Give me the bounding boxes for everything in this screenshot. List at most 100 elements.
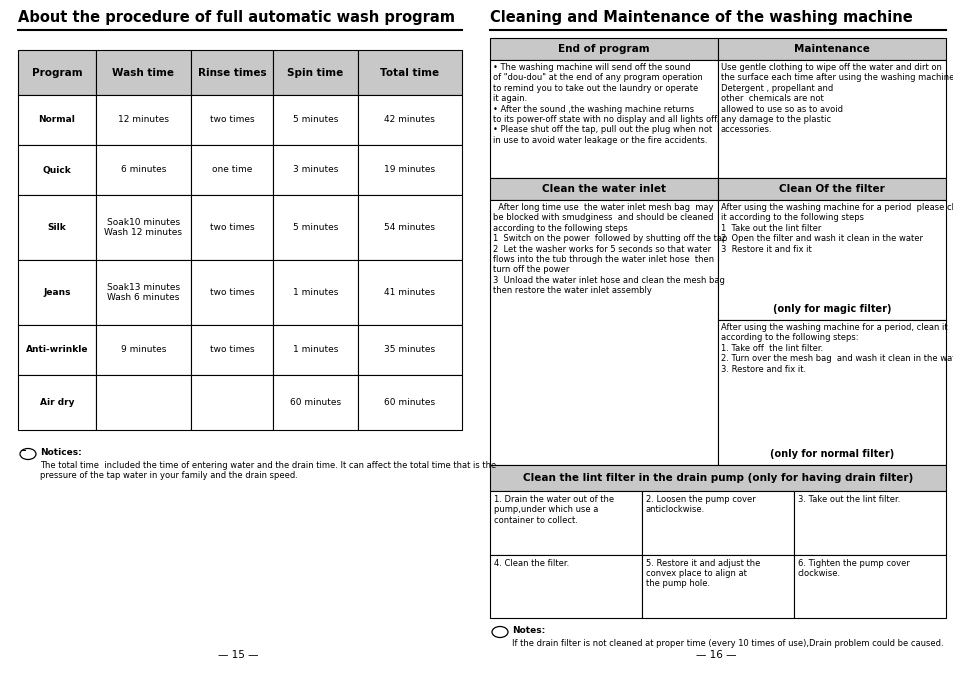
Text: Quick: Quick: [43, 165, 71, 175]
Text: Anti-wrinkle: Anti-wrinkle: [26, 346, 88, 354]
Text: 3. Take out the lint filter.: 3. Take out the lint filter.: [797, 495, 900, 504]
Bar: [191, 50, 273, 95]
Bar: [718, 38, 945, 60]
Text: • The washing machine will send off the sound
of "dou-dou" at the end of any pro: • The washing machine will send off the …: [493, 63, 719, 145]
Text: Rinse times: Rinse times: [197, 68, 266, 78]
Bar: [490, 465, 945, 491]
Bar: [357, 145, 461, 195]
Text: 9 minutes: 9 minutes: [121, 346, 166, 354]
Bar: [490, 554, 641, 618]
Text: one time: one time: [212, 165, 253, 175]
Bar: [191, 325, 273, 375]
Text: two times: two times: [210, 346, 254, 354]
Text: 6. Tighten the pump cover
clockwise.: 6. Tighten the pump cover clockwise.: [797, 558, 909, 578]
Bar: [793, 554, 945, 618]
Bar: [18, 50, 95, 95]
Bar: [18, 375, 95, 430]
Text: Cleaning and Maintenance of the washing machine: Cleaning and Maintenance of the washing …: [490, 10, 912, 25]
Text: (only for magic filter): (only for magic filter): [772, 304, 890, 314]
Text: 1 minutes: 1 minutes: [293, 346, 337, 354]
Text: If the drain filter is not cleaned at proper time (every 10 times of use),Drain : If the drain filter is not cleaned at pr…: [512, 639, 943, 648]
Text: Maintenance: Maintenance: [793, 44, 869, 54]
Text: Normal: Normal: [38, 115, 75, 124]
Text: After using the washing machine for a period  please clean
it according to the f: After using the washing machine for a pe…: [720, 203, 953, 254]
Text: 5 minutes: 5 minutes: [293, 115, 337, 124]
Bar: [357, 50, 461, 95]
Text: The total time  included the time of entering water and the drain time. It can a: The total time included the time of ente…: [40, 461, 496, 481]
Bar: [95, 95, 191, 145]
Text: Use gentle clothing to wipe off the water and dirt on
the surface each time afte: Use gentle clothing to wipe off the wate…: [720, 63, 953, 134]
Text: 35 minutes: 35 minutes: [384, 346, 435, 354]
Bar: [273, 325, 357, 375]
Bar: [18, 195, 95, 260]
Bar: [18, 325, 95, 375]
Text: (only for normal filter): (only for normal filter): [769, 449, 893, 459]
Bar: [18, 145, 95, 195]
Bar: [95, 50, 191, 95]
Bar: [357, 95, 461, 145]
Bar: [273, 145, 357, 195]
Bar: [95, 260, 191, 325]
Text: — 16 —: — 16 —: [695, 650, 736, 660]
Text: Notices:: Notices:: [40, 448, 82, 457]
Bar: [95, 195, 191, 260]
Text: Wash time: Wash time: [112, 68, 174, 78]
Bar: [191, 195, 273, 260]
Bar: [357, 375, 461, 430]
Text: 60 minutes: 60 minutes: [290, 398, 340, 407]
Bar: [191, 95, 273, 145]
Bar: [490, 60, 718, 178]
Bar: [490, 200, 718, 465]
Text: Notes:: Notes:: [512, 626, 545, 635]
Bar: [490, 491, 641, 554]
Text: 41 minutes: 41 minutes: [384, 288, 435, 297]
Text: 3 minutes: 3 minutes: [293, 165, 337, 175]
Bar: [273, 50, 357, 95]
Text: Soak10 minutes
Wash 12 minutes: Soak10 minutes Wash 12 minutes: [104, 218, 182, 237]
Bar: [191, 145, 273, 195]
Text: Clean the lint filter in the drain pump (only for having drain filter): Clean the lint filter in the drain pump …: [522, 473, 912, 483]
Text: Jeans: Jeans: [43, 288, 71, 297]
Bar: [273, 95, 357, 145]
Text: 54 minutes: 54 minutes: [384, 223, 435, 232]
Text: Soak13 minutes
Wash 6 minutes: Soak13 minutes Wash 6 minutes: [107, 283, 180, 302]
Bar: [490, 178, 718, 200]
Bar: [357, 195, 461, 260]
Text: two times: two times: [210, 223, 254, 232]
Text: Total time: Total time: [380, 68, 439, 78]
Bar: [18, 95, 95, 145]
Bar: [273, 260, 357, 325]
Text: 5. Restore it and adjust the
convex place to align at
the pump hole.: 5. Restore it and adjust the convex plac…: [645, 558, 760, 589]
Text: 1 minutes: 1 minutes: [293, 288, 337, 297]
Text: — 15 —: — 15 —: [217, 650, 258, 660]
Bar: [641, 554, 793, 618]
Bar: [95, 325, 191, 375]
Text: Air dry: Air dry: [40, 398, 74, 407]
Bar: [718, 320, 945, 465]
Text: 2. Loosen the pump cover
anticlockwise.: 2. Loosen the pump cover anticlockwise.: [645, 495, 755, 514]
Bar: [191, 260, 273, 325]
Bar: [641, 491, 793, 554]
Bar: [357, 325, 461, 375]
Text: 19 minutes: 19 minutes: [384, 165, 435, 175]
Text: 12 minutes: 12 minutes: [118, 115, 169, 124]
Bar: [18, 260, 95, 325]
Text: Clean Of the filter: Clean Of the filter: [779, 184, 884, 194]
Text: Clean the water inlet: Clean the water inlet: [541, 184, 665, 194]
Bar: [95, 375, 191, 430]
Bar: [273, 375, 357, 430]
Text: 4. Clean the filter.: 4. Clean the filter.: [494, 558, 569, 568]
Text: two times: two times: [210, 288, 254, 297]
Bar: [357, 260, 461, 325]
Text: After using the washing machine for a period, clean it
according to the followin: After using the washing machine for a pe…: [720, 323, 953, 373]
Text: 60 minutes: 60 minutes: [384, 398, 435, 407]
Bar: [793, 491, 945, 554]
Text: two times: two times: [210, 115, 254, 124]
Bar: [95, 145, 191, 195]
Text: Spin time: Spin time: [287, 68, 343, 78]
Text: After long time use  the water inlet mesh bag  may
be blocked with smudginess  a: After long time use the water inlet mesh…: [493, 203, 726, 295]
Text: 5 minutes: 5 minutes: [293, 223, 337, 232]
Text: 42 minutes: 42 minutes: [384, 115, 435, 124]
Bar: [718, 60, 945, 178]
Text: About the procedure of full automatic wash program: About the procedure of full automatic wa…: [18, 10, 455, 25]
